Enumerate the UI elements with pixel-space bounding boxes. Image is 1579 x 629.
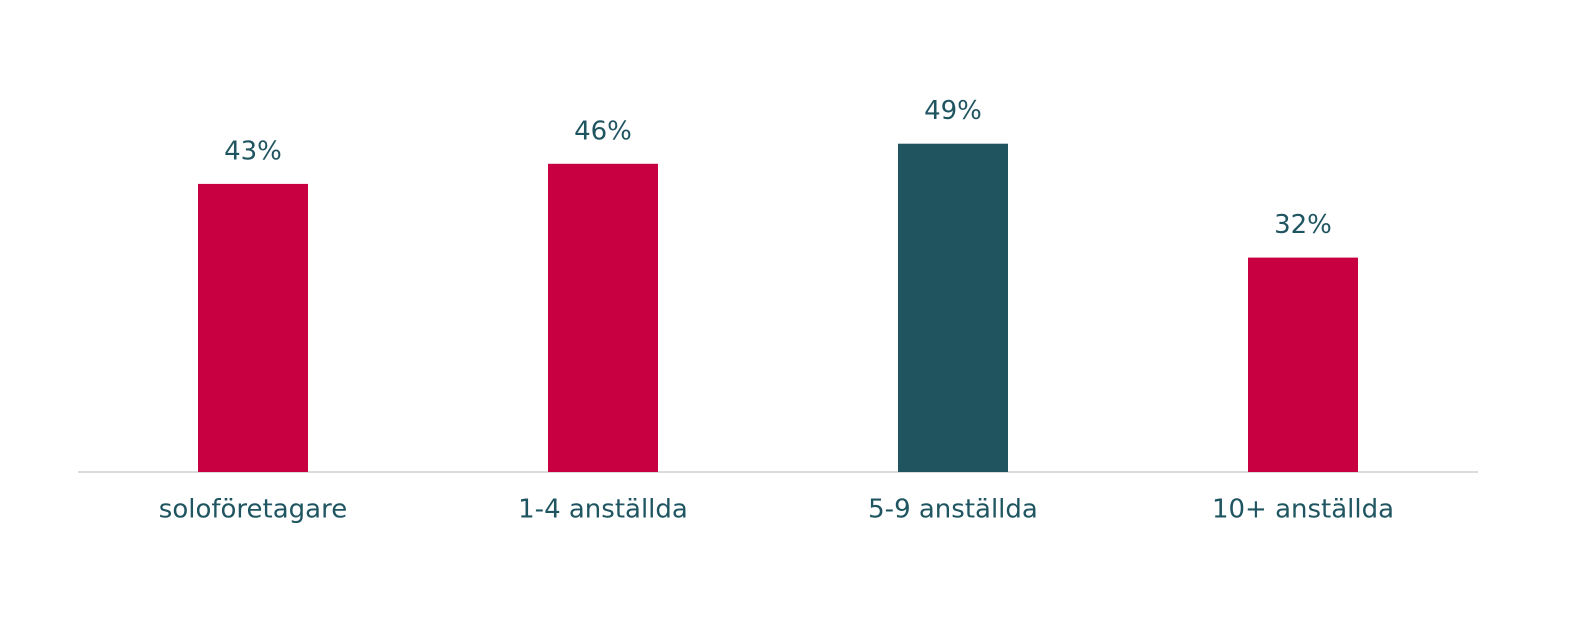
value-label: 32% — [1274, 210, 1332, 240]
value-label: 46% — [574, 116, 632, 146]
bar — [198, 183, 308, 472]
value-label: 43% — [224, 136, 282, 166]
bar — [898, 143, 1008, 472]
value-label: 49% — [924, 96, 982, 126]
x-tick-label: 5-9 anställda — [868, 495, 1038, 525]
x-tick-label: 10+ anställda — [1212, 495, 1394, 525]
bar — [1248, 257, 1358, 472]
x-tick-label: 1-4 anställda — [518, 495, 688, 525]
bar — [548, 163, 658, 473]
x-tick-label: soloföretagare — [159, 495, 347, 525]
